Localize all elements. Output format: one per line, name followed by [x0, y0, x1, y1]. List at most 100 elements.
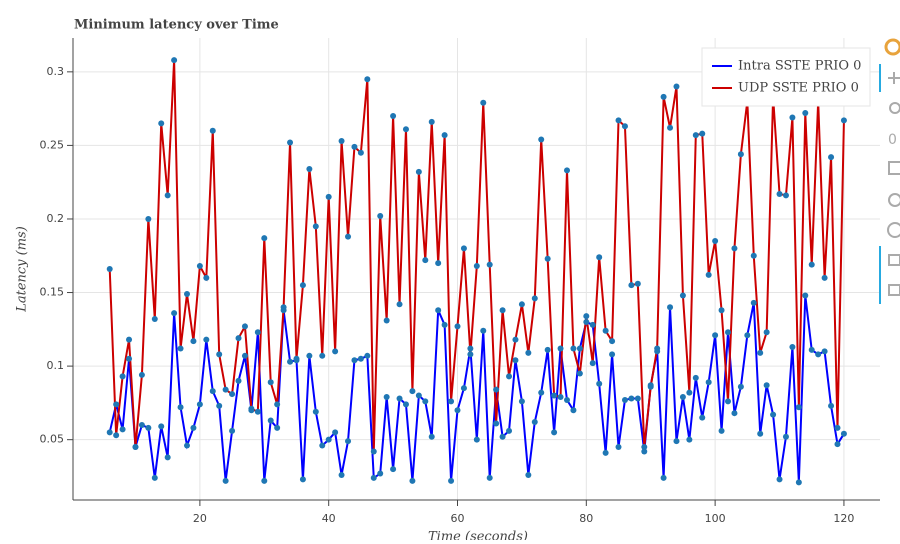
data-point: [325, 193, 332, 200]
save-tool[interactable]: [888, 161, 900, 175]
data-point: [789, 114, 796, 121]
data-point: [312, 223, 319, 230]
data-point: [699, 130, 706, 137]
data-point: [840, 117, 847, 124]
data-point: [480, 327, 487, 334]
data-point: [209, 388, 216, 395]
data-point: [705, 271, 712, 278]
data-point: [512, 357, 519, 364]
data-point: [525, 349, 532, 356]
data-point: [345, 233, 352, 240]
data-point: [409, 477, 416, 484]
data-point: [621, 396, 628, 403]
data-point: [145, 215, 152, 222]
data-point: [609, 351, 616, 358]
data-point: [473, 263, 480, 270]
data-point: [499, 433, 506, 440]
data-point: [621, 123, 628, 130]
wheel-zoom-tool[interactable]: 0: [888, 132, 897, 148]
hover-tool[interactable]: [888, 254, 900, 266]
data-point: [499, 307, 506, 314]
data-point: [467, 351, 474, 358]
zoom-tool[interactable]: [889, 102, 900, 114]
hover-tool[interactable]: [888, 284, 900, 296]
data-point: [422, 257, 429, 264]
data-point: [725, 329, 732, 336]
data-point: [151, 474, 158, 481]
data-point: [177, 404, 184, 411]
data-point: [299, 476, 306, 483]
data-point: [602, 327, 609, 334]
data-point: [132, 444, 139, 451]
data-point: [647, 383, 654, 390]
data-point: [712, 238, 719, 245]
data-point: [370, 474, 377, 481]
data-point: [551, 429, 558, 436]
data-point: [821, 274, 828, 281]
data-point: [557, 345, 564, 352]
data-point: [441, 321, 448, 328]
data-point: [795, 479, 802, 486]
data-point: [615, 117, 622, 124]
active-indicator: [879, 64, 881, 92]
legend-label: Intra SSTE PRIO 0: [738, 59, 861, 74]
data-point: [435, 307, 442, 314]
data-point: [692, 132, 699, 139]
data-point: [415, 168, 422, 175]
data-point: [731, 245, 738, 252]
data-point: [319, 442, 326, 449]
data-point: [119, 426, 126, 433]
data-point: [209, 127, 216, 134]
data-point: [126, 355, 133, 362]
data-point: [248, 405, 255, 412]
data-point: [196, 263, 203, 270]
data-point: [686, 436, 693, 443]
data-point: [261, 477, 268, 484]
data-point: [396, 395, 403, 402]
data-point: [287, 358, 294, 365]
data-point: [428, 118, 435, 125]
data-point: [351, 357, 358, 364]
x-tick-label: 120: [833, 512, 854, 525]
data-point: [203, 336, 210, 343]
data-point: [357, 149, 364, 156]
active-indicator: [879, 246, 881, 304]
data-point: [518, 301, 525, 308]
data-point: [731, 410, 738, 417]
data-point: [660, 474, 667, 481]
data-point: [815, 351, 822, 358]
data-point: [712, 332, 719, 339]
x-tick-label: 40: [322, 512, 336, 525]
data-point: [538, 389, 545, 396]
data-point: [402, 126, 409, 133]
data-point: [216, 402, 223, 409]
data-point: [364, 76, 371, 83]
data-point: [486, 261, 493, 268]
data-point: [673, 438, 680, 445]
data-point: [106, 429, 113, 436]
data-point: [229, 391, 236, 398]
data-point: [602, 449, 609, 456]
data-point: [692, 374, 699, 381]
help-tool[interactable]: [887, 222, 900, 238]
data-point: [834, 441, 841, 448]
data-point: [615, 444, 622, 451]
data-point: [222, 477, 229, 484]
x-tick-label: 60: [451, 512, 465, 525]
data-point: [551, 392, 558, 399]
data-point: [480, 99, 487, 106]
data-point: [750, 299, 757, 306]
pan-tool[interactable]: [888, 72, 900, 84]
data-point: [609, 338, 616, 345]
data-point: [390, 466, 397, 473]
data-point: [460, 245, 467, 252]
data-point: [544, 255, 551, 262]
data-point: [241, 323, 248, 330]
data-point: [254, 408, 261, 415]
data-point: [795, 404, 802, 411]
data-point: [448, 477, 455, 484]
data-point: [667, 304, 674, 311]
data-point: [596, 254, 603, 261]
data-point: [737, 151, 744, 158]
reset-tool[interactable]: [888, 193, 900, 207]
